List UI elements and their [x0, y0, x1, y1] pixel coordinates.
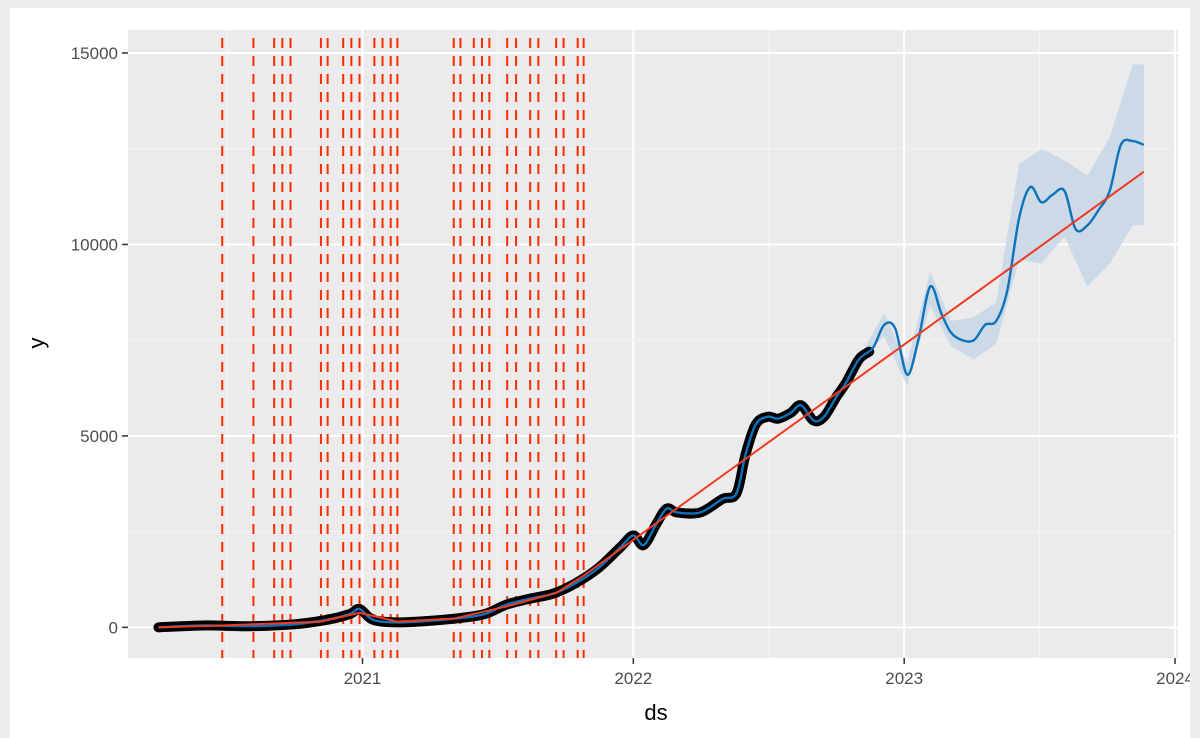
plot-panel	[128, 30, 1178, 658]
y-tick-label: 0	[109, 618, 118, 637]
x-tick-label: 2023	[885, 669, 923, 688]
forecast-line	[158, 138, 1145, 629]
changepoint-lines	[221, 38, 585, 658]
x-tick-label: 2021	[344, 669, 382, 688]
x-tick-label: 2022	[614, 669, 652, 688]
y-axis-title: y	[24, 338, 49, 349]
trend-line	[158, 170, 1145, 629]
y-tick-label: 15000	[71, 44, 118, 63]
x-axis-title: ds	[644, 700, 667, 725]
panel-background	[128, 30, 1178, 658]
trend-line-path	[158, 170, 1145, 629]
axes: 2021 2022 2023 2024 0 5000 10000 15000	[71, 44, 1194, 688]
forecast-yhat-line	[158, 138, 1145, 629]
x-tick-label: 2024	[1156, 669, 1194, 688]
y-tick-label: 5000	[80, 427, 118, 446]
y-tick-label: 10000	[71, 235, 118, 254]
